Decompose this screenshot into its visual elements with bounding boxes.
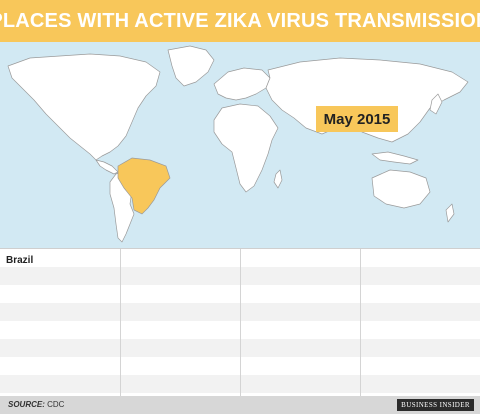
- north-america: [7, 53, 161, 161]
- world-map: May 2015: [0, 42, 480, 248]
- madagascar: [273, 169, 283, 189]
- new-zealand: [445, 203, 455, 223]
- indonesia: [371, 151, 419, 165]
- brand-logo: BUSINESS INSIDER: [397, 399, 474, 411]
- central-america: [95, 159, 119, 175]
- page-title: PLACES WITH ACTIVE ZIKA VIRUS TRANSMISSI…: [0, 9, 480, 32]
- source-credit: SOURCE: CDC: [8, 400, 64, 409]
- footer-bar: SOURCE: CDC BUSINESS INSIDER: [0, 396, 480, 414]
- europe: [213, 67, 271, 101]
- country-cell: Brazil: [6, 255, 34, 266]
- brazil: [117, 157, 171, 215]
- world-map-svg: [7, 45, 469, 243]
- greenland: [167, 45, 215, 87]
- japan: [429, 93, 443, 115]
- column-divider: [120, 249, 121, 397]
- source-value: CDC: [47, 400, 65, 409]
- country-table: Brazil: [0, 248, 480, 397]
- source-label: SOURCE:: [8, 400, 45, 409]
- africa: [213, 103, 279, 193]
- header-bar: PLACES WITH ACTIVE ZIKA VIRUS TRANSMISSI…: [0, 0, 480, 42]
- date-badge: May 2015: [316, 106, 398, 132]
- australia: [371, 169, 431, 209]
- column-divider: [240, 249, 241, 397]
- column-divider: [360, 249, 361, 397]
